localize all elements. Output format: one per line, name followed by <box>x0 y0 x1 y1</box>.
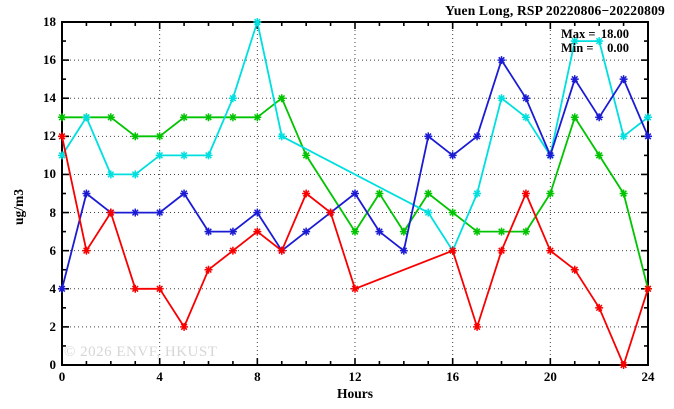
legend-max-row: Max = 18.00 <box>561 27 629 41</box>
y-tick-label: 6 <box>49 242 57 258</box>
y-tick-label: 18 <box>43 14 56 29</box>
series-red-line <box>58 132 652 369</box>
x-tick-label: 8 <box>254 369 261 384</box>
y-tick-label: 14 <box>43 90 56 106</box>
y-tick-label: 8 <box>49 204 57 220</box>
series-green-line <box>58 94 652 293</box>
y-tick-label: 2 <box>49 318 57 334</box>
legend-min-value: 0.00 <box>607 41 629 55</box>
x-tick-label: 16 <box>446 369 460 384</box>
series-red-markers <box>58 132 652 369</box>
x-axis-label: Hours <box>0 386 674 402</box>
x-tick-label: 12 <box>348 369 362 384</box>
legend-max-label: Max = <box>561 27 596 41</box>
y-tick-label: 16 <box>43 52 56 68</box>
series-red-path <box>61 136 649 366</box>
x-axis-label-text: Hours <box>336 386 373 401</box>
legend-min-label: Min = <box>561 41 594 55</box>
axis-ticks <box>61 21 649 366</box>
y-tick-label: 0 <box>49 357 57 372</box>
y-tick-label: 4 <box>49 280 57 296</box>
legend-min-row: Min = 0.00 <box>561 41 629 55</box>
legend-max-value: 18.00 <box>600 27 629 41</box>
x-tick-label: 20 <box>543 369 557 384</box>
y-tick-label: 12 <box>43 128 56 144</box>
x-tick-label: 24 <box>641 369 655 384</box>
series-cyan-path <box>61 21 649 252</box>
legend-box: Max = 18.00 Min = 0.00 <box>561 27 629 55</box>
watermark-text: © 2026 ENVF, HKUST <box>64 344 218 360</box>
y-tick-label: 10 <box>43 166 56 182</box>
chart-title: Yuen Long, RSP 20220806−20220809 <box>445 3 665 18</box>
series-green-markers <box>58 94 652 293</box>
x-tick-label: 0 <box>58 369 66 384</box>
x-tick-label: 4 <box>156 369 163 384</box>
